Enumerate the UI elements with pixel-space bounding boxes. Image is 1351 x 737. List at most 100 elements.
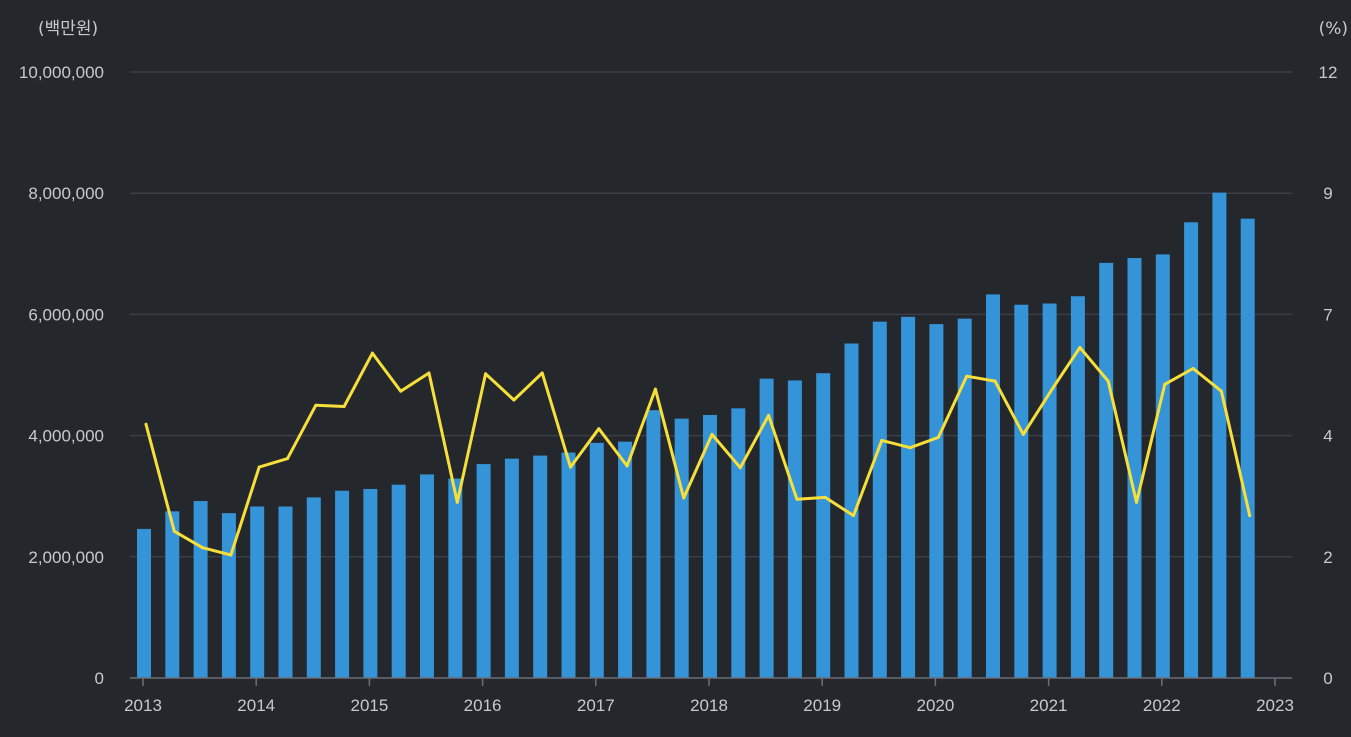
bar[interactable] [957,318,972,678]
grid-layer [130,71,1292,558]
line-point[interactable] [484,372,488,376]
bar[interactable] [1014,304,1029,678]
line-point[interactable] [1106,379,1110,383]
bar[interactable] [901,316,916,678]
x-tick-label: 2016 [464,696,502,715]
line-point[interactable] [314,403,318,407]
bar[interactable] [703,414,717,678]
line-point[interactable] [229,553,233,557]
line-point[interactable] [342,405,346,409]
bar[interactable] [1184,222,1199,678]
y-left-tick-label: 6,000,000 [28,305,104,324]
bar[interactable] [589,442,604,678]
line-point[interactable] [738,466,742,470]
line-point[interactable] [201,546,205,550]
line-point[interactable] [286,457,289,461]
line-point[interactable] [823,495,827,499]
line-point[interactable] [540,371,544,375]
bar[interactable] [278,506,293,678]
bar[interactable] [816,373,831,678]
line-point[interactable] [767,413,771,417]
bar[interactable] [250,506,265,678]
bar[interactable] [363,488,378,678]
line-series-path[interactable] [144,346,1252,557]
bar[interactable] [335,490,350,678]
bar[interactable] [1212,192,1227,678]
line-point[interactable] [1248,514,1252,518]
line-point[interactable] [682,496,686,500]
line-point[interactable] [795,497,799,501]
line-point[interactable] [370,351,374,355]
bar[interactable] [476,464,491,678]
bar[interactable] [1155,254,1170,678]
line-series-layer [144,346,1252,557]
bar[interactable] [448,478,463,678]
bar[interactable] [193,501,208,678]
line-point[interactable] [1163,382,1167,386]
line-point[interactable] [1050,388,1054,392]
x-tick-label: 2020 [916,696,954,715]
axis-layer: 0 0 2,000,000 2 4,000,000 4 6,000,000 7 8,000,00… [19,63,1338,715]
bar-series-layer [137,192,1255,679]
bar[interactable] [731,408,746,678]
line-point[interactable] [399,389,403,393]
line-point[interactable] [908,446,912,450]
line-point[interactable] [597,427,601,431]
y-left-tick-label: 0 [95,669,104,688]
line-point[interactable] [1191,367,1195,371]
line-point[interactable] [1021,432,1025,436]
bar[interactable] [1070,296,1085,678]
line-point[interactable] [569,465,572,469]
bar[interactable] [420,474,434,678]
line-point[interactable] [965,374,969,378]
line-point[interactable] [455,500,459,504]
y-left-tick-label: 4,000,000 [28,427,104,446]
bar[interactable] [504,458,519,678]
bar[interactable] [1127,258,1142,678]
bar[interactable] [1240,218,1255,679]
line-point[interactable] [936,435,940,439]
line-point[interactable] [653,387,657,391]
line-point[interactable] [427,371,431,375]
right-unit-label: (%) [1319,19,1348,39]
y-left-tick-label: 2,000,000 [28,548,104,567]
line-point[interactable] [1135,500,1138,504]
line-point[interactable] [852,514,855,518]
bar[interactable] [1042,303,1057,678]
bar[interactable] [221,513,236,678]
x-tick-label: 2022 [1143,696,1181,715]
bar[interactable] [929,324,944,678]
bar[interactable] [872,321,887,678]
line-point[interactable] [144,422,148,426]
line-point[interactable] [1219,389,1223,393]
line-point[interactable] [710,432,714,436]
line-point[interactable] [880,438,884,442]
bar[interactable] [759,378,774,678]
bar[interactable] [674,418,689,678]
bar[interactable] [533,455,548,678]
bar[interactable] [844,343,859,678]
bar[interactable] [306,497,321,678]
x-tick-label: 2013 [124,696,162,715]
bar[interactable] [165,511,180,678]
bar[interactable] [561,452,576,678]
bar[interactable] [137,528,151,678]
line-point[interactable] [172,529,176,533]
bar[interactable] [646,410,661,678]
bar[interactable] [787,380,802,678]
line-point[interactable] [512,398,516,402]
x-tick-label: 2021 [1030,696,1068,715]
x-tick-label: 2014 [237,696,275,715]
y-left-tick-label: 10,000,000 [19,63,104,82]
y-right-tick-label: 4 [1323,427,1332,446]
bar[interactable] [1099,262,1114,678]
x-tick-label: 2018 [690,696,728,715]
line-point[interactable] [257,465,261,469]
bar[interactable] [986,294,1000,678]
bar[interactable] [391,484,406,678]
bar[interactable] [618,441,633,678]
line-point[interactable] [625,464,629,468]
line-point[interactable] [1078,346,1082,350]
line-point[interactable] [993,379,997,383]
